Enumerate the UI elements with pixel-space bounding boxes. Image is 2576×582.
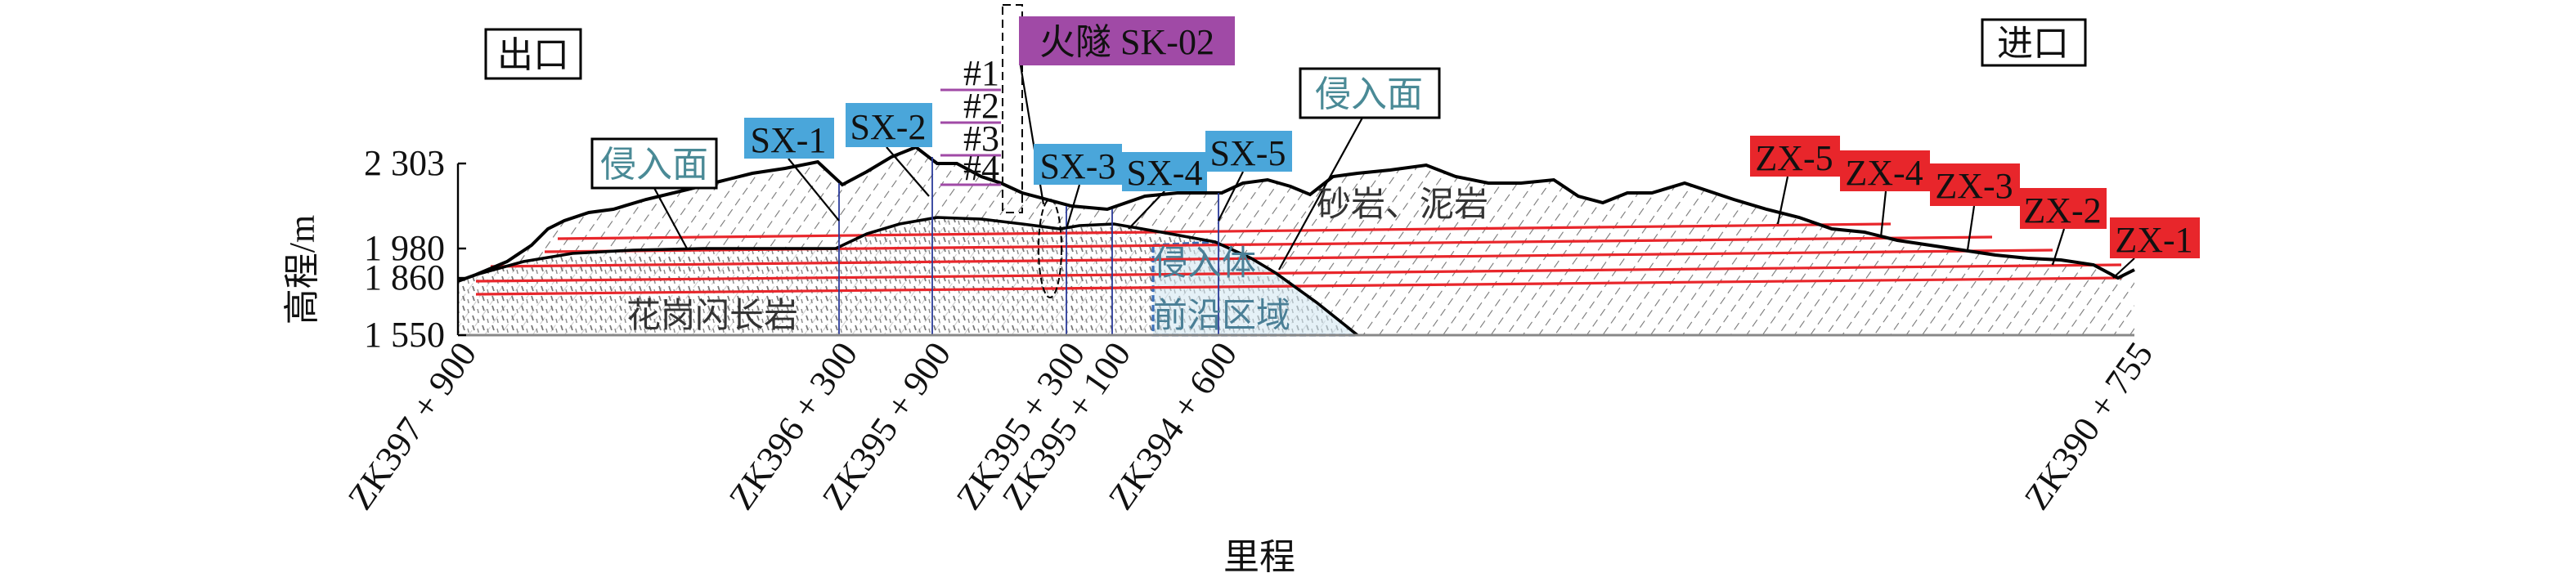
section-label: #1 [963,53,999,93]
xtick-label: ZK390 + 755 [2017,335,2161,517]
ytick-label: 1 860 [364,257,445,298]
entrance-label: 进口 [1997,24,2069,64]
zx-tag-label: ZX-4 [1845,153,1923,193]
ytick-label: 1 550 [364,315,445,355]
zx-tag-label: ZX-3 [1935,166,2013,206]
zx-tag-label: ZX-5 [1755,138,1833,178]
tunnel-dashed-frame [1002,4,1023,213]
y-ticks [458,162,466,337]
intrusion-body-label: 侵入体 [1153,245,1256,283]
front-zone-label: 前沿区域 [1153,298,1290,335]
zx-tag-label: ZX-1 [2115,220,2192,260]
section-lines [940,88,1001,186]
sx-tag-label: SX-3 [1040,146,1116,186]
y-axis-label: 高程/m [282,215,322,325]
sx-tag-label: SX-4 [1127,153,1203,193]
section-label: #2 [963,86,999,126]
intrusion-boundary [475,216,1359,337]
sx-tag-label: SX-1 [751,120,827,160]
granodiorite-label: 花岗闪长岩 [626,298,798,335]
x-axis-label: 里程 [1223,537,1295,577]
section-label: #3 [963,119,999,159]
tunnel-section-ellipse [1038,199,1062,298]
zx-tags: ZX-5 ZX-4 ZX-3 ZX-2 ZX-1 [1750,136,2200,260]
ytick-label: 1 980 [364,228,445,268]
intrusion-surface-label-left: 侵入面 [600,145,708,185]
section-label: #4 [963,148,999,188]
ytick-label: 2 303 [364,143,445,183]
xtick-label: ZK397 + 900 [340,335,484,517]
entrance-box [1981,18,2087,67]
sandstone-label: 砂岩、泥岩 [1317,186,1488,224]
intrusion-surface-label-right: 侵入面 [1315,74,1423,114]
tunnel-tag [1019,16,1235,65]
sx-tag-label: SX-2 [850,107,927,147]
exit-box [484,28,582,80]
tunnel-lines [475,222,2122,296]
tunnel-label: 火隧 SK-02 [1039,22,1214,62]
intrusion-surface-box-left [590,137,718,190]
exit-label: 出口 [497,35,569,75]
intrusion-surface-box-right [1299,67,1441,119]
sx-tag-label: SX-5 [1210,133,1286,173]
sx-tags: SX-1 SX-2 SX-3 SX-4 SX-5 [744,103,1292,193]
zx-tag-label: ZX-2 [2023,190,2101,231]
